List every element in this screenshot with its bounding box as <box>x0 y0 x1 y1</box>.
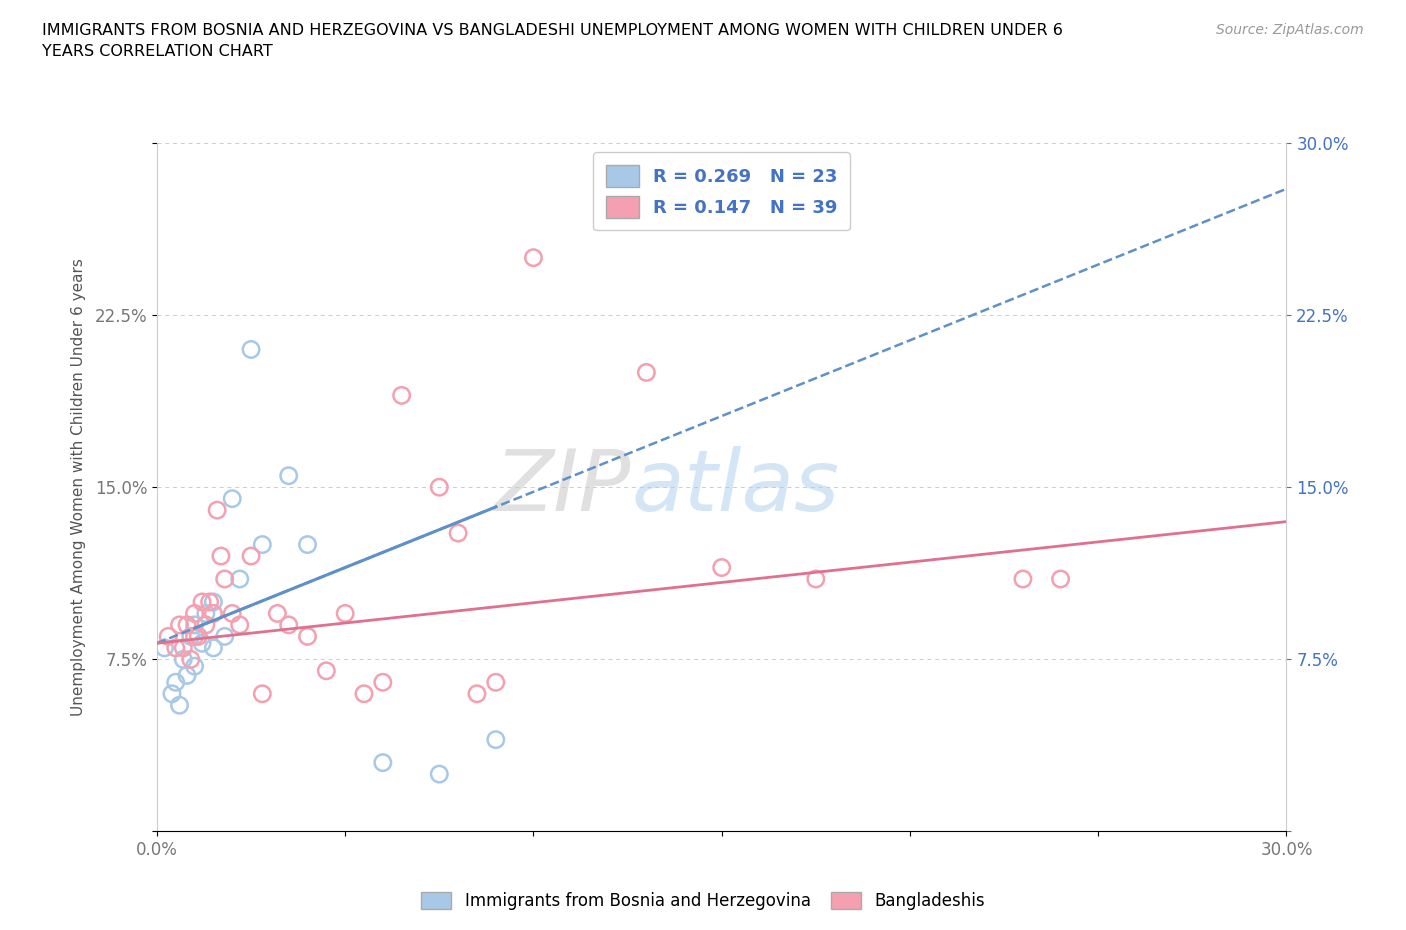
Point <box>710 560 733 575</box>
Text: atlas: atlas <box>631 445 839 528</box>
Point <box>391 388 413 403</box>
Text: ZIP: ZIP <box>495 445 631 528</box>
Point <box>183 629 205 644</box>
Point <box>277 618 299 632</box>
Point <box>194 606 217 621</box>
Point <box>202 641 225 656</box>
Point <box>187 629 209 644</box>
Point <box>153 641 176 656</box>
Point <box>353 686 375 701</box>
Point <box>160 686 183 701</box>
Point <box>183 606 205 621</box>
Point <box>447 525 470 540</box>
Point <box>209 549 232 564</box>
Point <box>176 668 198 683</box>
Y-axis label: Unemployment Among Women with Children Under 6 years: Unemployment Among Women with Children U… <box>72 259 86 716</box>
Point <box>522 250 544 265</box>
Point <box>176 618 198 632</box>
Point <box>205 503 228 518</box>
Point <box>214 629 236 644</box>
Point <box>169 698 191 712</box>
Point <box>252 538 274 552</box>
Point <box>202 606 225 621</box>
Point <box>266 606 288 621</box>
Legend: Immigrants from Bosnia and Herzegovina, Bangladeshis: Immigrants from Bosnia and Herzegovina, … <box>415 885 991 917</box>
Point <box>485 675 508 690</box>
Point <box>485 732 508 747</box>
Point <box>221 606 243 621</box>
Point <box>221 491 243 506</box>
Point <box>636 365 658 379</box>
Point <box>183 658 205 673</box>
Point <box>180 652 202 667</box>
Point <box>252 686 274 701</box>
Point <box>229 572 252 587</box>
Point <box>194 618 217 632</box>
Point <box>157 629 180 644</box>
Point <box>465 686 488 701</box>
Point <box>172 641 194 656</box>
Point <box>1012 572 1035 587</box>
Point <box>427 766 450 781</box>
Point <box>427 480 450 495</box>
Point <box>202 594 225 609</box>
Point <box>371 755 394 770</box>
Point <box>229 618 252 632</box>
Point <box>165 675 187 690</box>
Point <box>315 663 337 678</box>
Legend: R = 0.269   N = 23, R = 0.147   N = 39: R = 0.269 N = 23, R = 0.147 N = 39 <box>593 152 851 231</box>
Point <box>191 594 214 609</box>
Point <box>183 618 205 632</box>
Point <box>191 636 214 651</box>
Point <box>180 629 202 644</box>
Point <box>169 618 191 632</box>
Point <box>804 572 827 587</box>
Point <box>214 572 236 587</box>
Text: IMMIGRANTS FROM BOSNIA AND HERZEGOVINA VS BANGLADESHI UNEMPLOYMENT AMONG WOMEN W: IMMIGRANTS FROM BOSNIA AND HERZEGOVINA V… <box>42 23 1063 60</box>
Point <box>172 652 194 667</box>
Point <box>1049 572 1071 587</box>
Point <box>371 675 394 690</box>
Point <box>297 629 319 644</box>
Point <box>240 342 263 357</box>
Point <box>277 469 299 484</box>
Point <box>240 549 263 564</box>
Point <box>598 205 620 219</box>
Text: Source: ZipAtlas.com: Source: ZipAtlas.com <box>1216 23 1364 37</box>
Point <box>165 641 187 656</box>
Point <box>335 606 357 621</box>
Point <box>198 594 221 609</box>
Point <box>297 538 319 552</box>
